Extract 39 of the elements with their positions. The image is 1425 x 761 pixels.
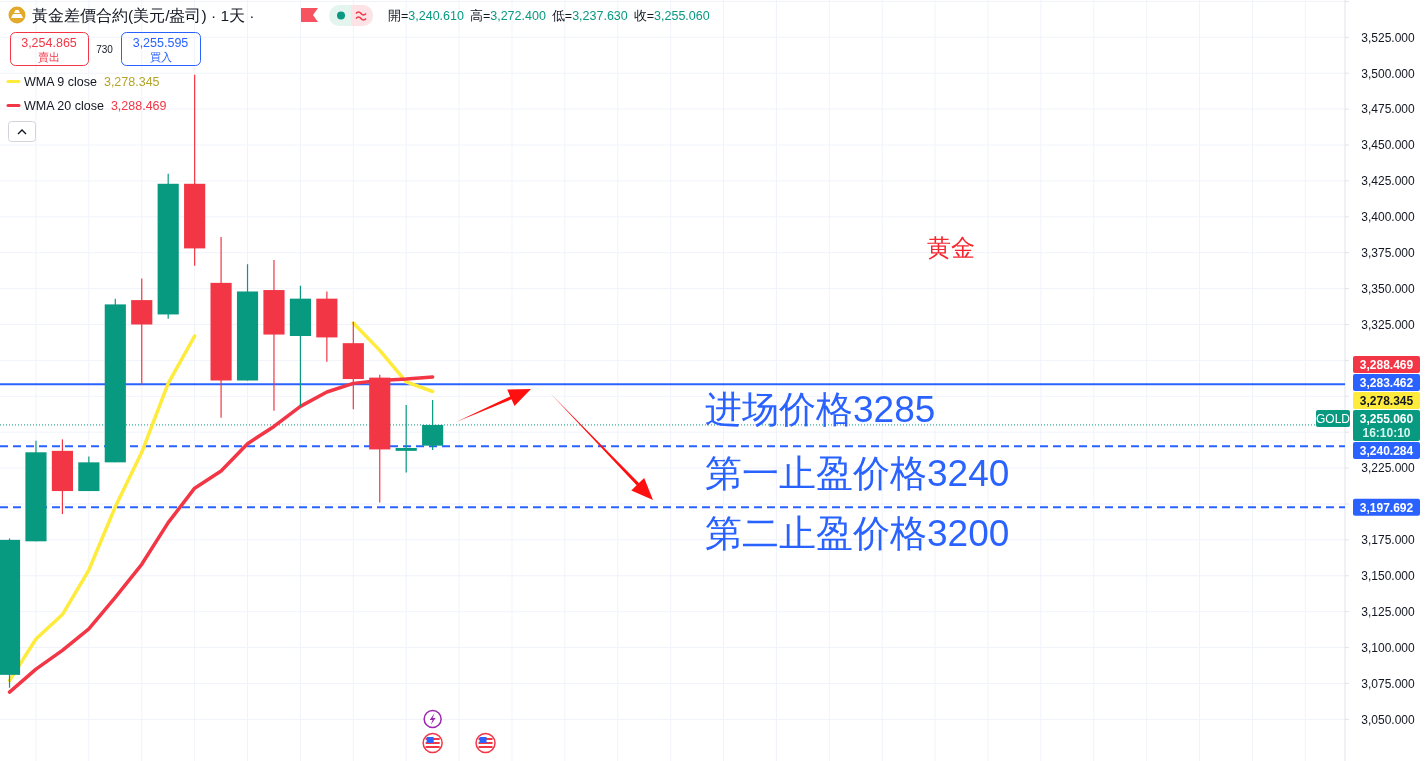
legend-label: WMA 9 close	[24, 75, 97, 89]
y-tick-label: 3,350.000	[1361, 281, 1416, 296]
annotation: 3,288.469	[110, 99, 167, 113]
annotation: 賣出	[38, 51, 60, 63]
annotation: 3,255.595	[132, 36, 189, 50]
annotation: 買入	[149, 51, 172, 63]
annotation: 730	[96, 44, 114, 55]
annotation: 3,278.345	[103, 75, 160, 89]
annotation: 第一止盈价格3240	[705, 453, 1010, 494]
y-tick-label: 3,400.000	[1361, 210, 1416, 225]
annotation: 黄金	[927, 234, 975, 261]
ref-line-label: 3,283.462	[1359, 376, 1414, 391]
y-tick-label: 3,475.000	[1361, 102, 1416, 117]
y-tick-label: 3,500.000	[1361, 66, 1416, 81]
ref-line-label: 3,240.284	[1359, 444, 1414, 459]
text: 黃金差價合約(美元/盎司) · 1天 ·	[32, 7, 255, 24]
annotation: GOLD	[1315, 411, 1351, 426]
annotation: 開=3,240.610 高=3,272.400 低=3,237.630 收=3,255.060	[388, 8, 710, 23]
y-tick-label: 3,125.000	[1361, 604, 1416, 619]
ref-line-label: 3,255.060	[1359, 412, 1414, 427]
annotation: 3,254.865	[21, 36, 77, 50]
ref-line-label: 3,197.692	[1359, 500, 1414, 515]
y-tick-label: 3,225.000	[1361, 461, 1416, 476]
text: 3,288.469	[1359, 358, 1414, 373]
text: 16:10:10	[1362, 426, 1411, 441]
annotation: 第二止盈价格3200	[705, 513, 1010, 554]
y-tick-label: 3,050.000	[1361, 712, 1416, 727]
y-tick-label: 3,425.000	[1361, 174, 1416, 189]
y-tick-label: 3,450.000	[1361, 138, 1416, 153]
y-tick-label: 3,375.000	[1361, 246, 1416, 261]
text: 3,278.345	[1359, 394, 1414, 409]
y-tick-label: 3,150.000	[1361, 569, 1416, 584]
y-tick-label: 3,100.000	[1361, 640, 1416, 655]
y-tick-label: 3,525.000	[1361, 30, 1416, 45]
annotation: 进场价格3285	[705, 389, 936, 430]
legend-label: WMA 20 close	[24, 99, 104, 113]
y-tick-label: 3,175.000	[1361, 533, 1416, 548]
y-tick-label: 3,075.000	[1361, 676, 1416, 691]
y-tick-label: 3,325.000	[1361, 317, 1416, 332]
